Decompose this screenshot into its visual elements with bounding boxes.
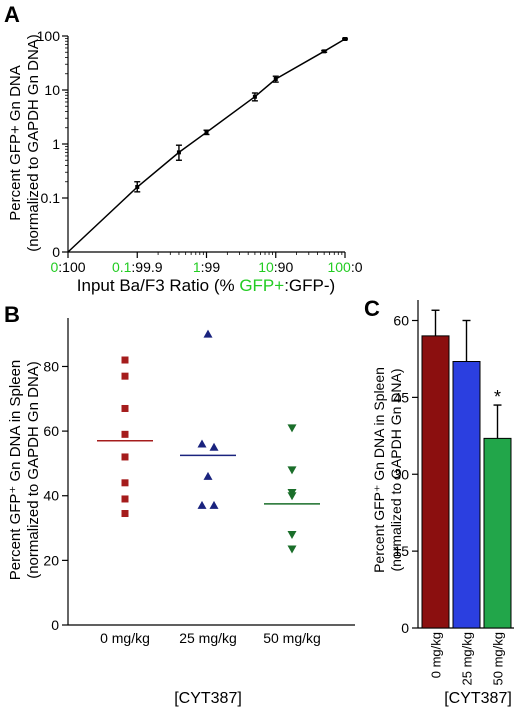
panel-b-letter: B [4,302,20,327]
panel-a-data-point [204,130,209,135]
panel-c-y-tick-label: 0 [401,620,409,636]
panel-a-y-label-line1: Percent GFP+ Gn DNA [7,65,24,220]
panel-a-x-tick-green: 0 [50,259,58,275]
panel-c-y-tick-label: 60 [393,313,409,329]
panel-a-x-label-part: Input Ba/F3 Ratio (% [77,276,240,295]
panel-c-y-tick-label: 30 [393,466,409,482]
panel-a-data [67,36,348,253]
panel-b-y-label-line2: (normalized to GAPDH Gn DNA) [25,361,42,579]
panel-a-x-label-part: :GFP-) [284,276,335,295]
panel-a-data-point [135,184,140,189]
panel-c: C 0 15 30 45 60 0 mg/kg 25 mg/kg 50 mg/kg * Per… [364,296,514,707]
panel-c-x-tick-label: 25 mg/kg [460,632,475,685]
panel-a-data-point [252,94,257,99]
panel-b-data-point [203,329,213,338]
panel-c-bar [421,335,450,629]
panel-a-y-tick-label: 10 [44,82,60,98]
panel-b: B 0 20 40 60 80 0 mg/kg 25 mg/kg 50 mg/kg Perc… [4,302,355,707]
panel-c-x-tick-label: 0 mg/kg [429,632,444,678]
panel-a-x-tick-green: 100 [327,259,351,275]
panel-b-y-tick-label: 60 [43,423,59,439]
panel-a-data-point [176,150,181,155]
panel-b-y-ticks: 0 20 40 60 80 [43,358,68,633]
panel-a-x-tick-label: 10:90 [258,259,293,275]
panel-c-data: 0 mg/kg 25 mg/kg 50 mg/kg * [417,300,514,685]
panel-b-x-ticks: 0 mg/kg 25 mg/kg 50 mg/kg [100,630,321,646]
panel-c-y-tick-label: 45 [393,389,409,405]
panel-a-x-label: Input Ba/F3 Ratio (% GFP+:GFP-) [77,276,335,295]
panel-b-data-point [121,479,129,487]
panel-a-y-tick-label: 1 [52,136,60,152]
panel-c-significance-annotation: * [494,387,501,407]
panel-b-data-point [287,531,297,540]
panel-a-letter: A [4,2,20,27]
panel-a-data-point [273,76,278,81]
panel-b-data-point [121,453,129,461]
panel-c-bar [483,437,512,629]
panel-a-x-tick-label: 100:0 [327,259,362,275]
panel-a-data-point [322,49,327,54]
panel-a-x-tick-green: 10 [258,259,274,275]
panel-c-y-label-line2: (normalized to GAPDH Gn DNA) [388,368,404,571]
panel-b-data-point [121,372,129,380]
panel-b-data-point [287,466,297,475]
panel-b-x-tick-label: 25 mg/kg [179,630,237,646]
panel-b-data-point [209,442,219,451]
panel-b-data-point [121,356,129,364]
panel-b-data-point [121,404,129,412]
panel-a-x-tick-black: :100 [58,259,85,275]
panel-b-y-tick-label: 20 [43,552,59,568]
panel-b-y-tick-label: 40 [43,488,59,504]
panel-b-x-tick-label: 50 mg/kg [263,630,321,646]
panel-a-x-ticks: 0:100 0.1:99.9 1:99 10:90 100:0 [50,252,363,275]
panel-a-y-tick-label: 0.1 [41,190,61,206]
panel-a-x-tick-green: 1 [193,259,201,275]
panel-a-x-tick-black: :0 [351,259,363,275]
panel-a-series-line [67,38,346,253]
panel-b-data-point [203,471,213,480]
panel-a-x-tick-label: 0.1:99.9 [112,259,163,275]
panel-b-x-label: [CYT387] [174,690,242,707]
panel-b-data-point [197,500,207,509]
panel-a-y-tick-label: 0 [52,244,60,260]
panel-c-y-ticks: 0 15 30 45 60 [393,313,418,636]
panel-c-letter: C [364,296,380,321]
panel-a-x-tick-black: :90 [274,259,294,275]
panel-b-y-label-line1: Percent GFP⁺ Gn DNA in Spleen [7,360,24,581]
panel-b-data-point [197,439,207,448]
panel-b-data-point [209,500,219,509]
panel-c-x-label: [CYT387] [444,690,512,707]
panel-c-x-tick-label: 50 mg/kg [491,632,506,685]
panel-b-data-point [121,430,129,438]
panel-b-data-point [287,545,297,554]
panel-a-x-tick-green: 0.1 [112,259,132,275]
panel-a-x-label-part: GFP+ [239,276,284,295]
panel-a-x-tick-black: :99 [201,259,221,275]
panel-c-y-label-line1: Percent GFP⁺ Gn DNA in Spleen [371,367,387,573]
panel-a-x-tick-label: 1:99 [193,259,220,275]
panel-b-data-point [287,492,297,501]
panel-b-data-point [121,495,129,503]
panel-a-data-point [343,36,347,41]
panel-a-y-tick-label: 100 [37,28,61,44]
panel-c-bar [452,361,481,629]
panel-b-y-tick-label: 0 [51,617,59,633]
panel-c-y-tick-label: 15 [393,543,409,559]
panel-b-y-tick-label: 80 [43,358,59,374]
panel-b-x-tick-label: 0 mg/kg [100,630,150,646]
panel-a-x-tick-black: :99.9 [131,259,162,275]
panel-b-data-point [121,510,129,518]
panel-a-y-label-line2: (normalized to GAPDH Gn DNA) [25,34,42,252]
panel-b-data-point [287,424,297,433]
panel-b-data [67,318,355,626]
panel-a-x-tick-label: 0:100 [50,259,85,275]
